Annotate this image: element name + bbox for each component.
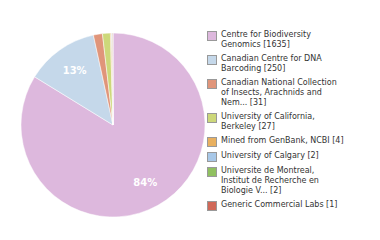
html-text:Centre for Biodiversity Genomi: Centre for Biodiversity Genomics [1635]	[221, 29, 311, 49]
html-text:Canadian National Collection o: Canadian National Collection of Insects,…	[221, 77, 337, 107]
html-text:Canadian Centre for DNA Barcod: Canadian Centre for DNA Barcoding [250]	[221, 53, 322, 73]
html-text:Generic Commercial Labs [1]: Generic Commercial Labs [1]	[221, 199, 338, 209]
html-text:Universite de Montreal, Instit: Universite de Montreal, Institut de Rech…	[221, 165, 319, 195]
html-text:Mined from GenBank, NCBI [4]: Mined from GenBank, NCBI [4]	[221, 135, 344, 145]
svg-text:13%: 13%	[63, 65, 87, 76]
svg-text:84%: 84%	[133, 177, 157, 188]
html-text:University of Calgary [2]: University of Calgary [2]	[221, 150, 319, 160]
html-text:University of California, Berk: University of California, Berkeley [27]	[221, 111, 315, 131]
